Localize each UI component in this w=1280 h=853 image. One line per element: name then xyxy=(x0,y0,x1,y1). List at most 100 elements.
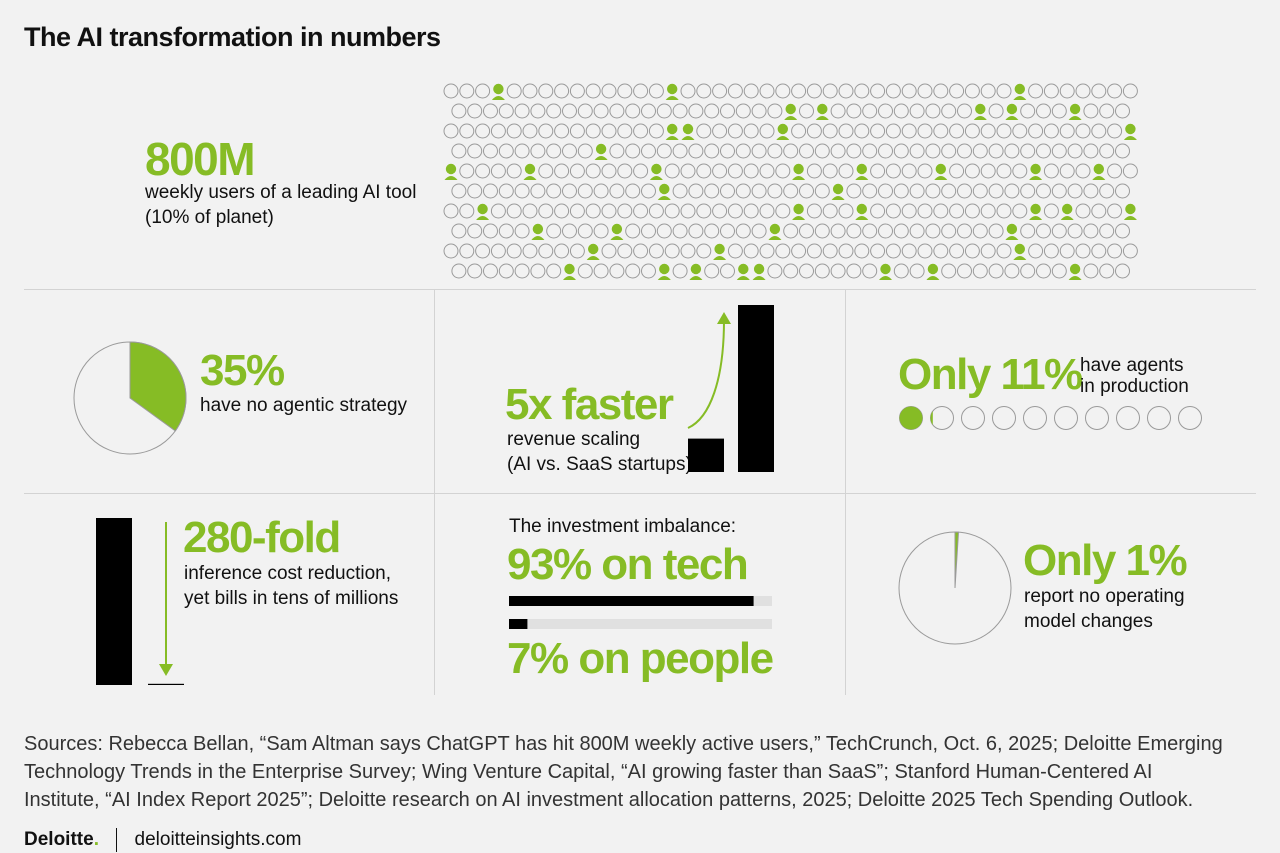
person-outline-icon xyxy=(949,203,965,219)
person-outline-icon xyxy=(862,223,878,239)
person-outline-icon xyxy=(451,143,467,159)
person-outline-icon xyxy=(1091,83,1107,99)
person-outline-icon xyxy=(893,143,909,159)
person-outline-icon xyxy=(830,143,846,159)
person-outline-icon xyxy=(870,83,886,99)
person-icon-head xyxy=(682,123,694,135)
person-icon-body xyxy=(1029,216,1043,220)
person-outline-icon xyxy=(1043,163,1059,179)
person-outline-icon xyxy=(751,103,767,119)
person-icon-body xyxy=(855,176,869,180)
person-outline-icon xyxy=(885,123,901,139)
person-outline-icon xyxy=(696,83,712,99)
footer-site-link[interactable]: deloitteinsights.com xyxy=(134,829,302,851)
person-outline-icon xyxy=(562,143,577,159)
person-icon-body xyxy=(1068,116,1082,120)
person-outline-icon xyxy=(514,103,530,119)
person-outline-icon xyxy=(459,123,475,139)
person-outline-icon xyxy=(988,103,1004,119)
person-outline-icon xyxy=(751,183,767,199)
person-icon-body xyxy=(1013,256,1027,260)
person-icon-head xyxy=(856,203,867,215)
person-icon-head xyxy=(769,223,781,235)
person-icon-head xyxy=(753,263,765,275)
person-icon-head xyxy=(935,163,946,175)
person-outline-icon xyxy=(1091,203,1107,219)
person-outline-icon xyxy=(720,263,735,279)
person-icon-head xyxy=(667,123,678,135)
person-outline-icon xyxy=(980,83,996,99)
person-outline-icon xyxy=(949,83,965,99)
footer: Deloitte. deloitteinsights.com xyxy=(24,828,301,852)
person-outline-icon xyxy=(601,83,617,99)
person-outline-icon xyxy=(949,163,965,179)
person-outline-icon xyxy=(996,163,1012,179)
person-outline-icon xyxy=(972,263,988,279)
inference-caption-line2: yet bills in tens of millions xyxy=(184,588,399,609)
person-outline-icon xyxy=(680,83,696,99)
person-icon-head xyxy=(588,243,599,255)
person-outline-icon xyxy=(704,143,720,159)
person-outline-icon xyxy=(451,223,467,239)
person-outline-icon xyxy=(996,243,1012,259)
person-icon-body xyxy=(831,196,845,200)
person-outline-icon xyxy=(538,243,554,259)
person-outline-icon xyxy=(585,163,601,179)
person-outline-icon xyxy=(593,183,609,199)
person-outline-icon xyxy=(1115,143,1130,159)
pie-slice-highlight xyxy=(129,341,187,432)
person-outline-icon xyxy=(656,223,672,239)
person-icon-body xyxy=(1029,176,1043,180)
person-outline-icon xyxy=(475,123,491,139)
divider-row2 xyxy=(24,493,1256,494)
person-outline-icon xyxy=(1036,143,1051,159)
person-icon-body xyxy=(1123,216,1137,220)
scale-dot xyxy=(1178,406,1202,430)
person-outline-icon xyxy=(451,263,467,279)
person-outline-icon xyxy=(648,83,664,99)
person-outline-icon xyxy=(925,103,941,119)
revenue-caption-line1: revenue scaling xyxy=(507,429,641,450)
person-icon-body xyxy=(523,176,537,180)
person-outline-icon xyxy=(601,203,617,219)
person-outline-icon xyxy=(1043,123,1059,139)
person-outline-icon xyxy=(901,243,917,259)
person-outline-icon xyxy=(1107,243,1123,259)
person-outline-icon xyxy=(522,243,538,259)
person-outline-icon xyxy=(822,123,838,139)
person-icon-head xyxy=(793,203,804,215)
person-outline-icon xyxy=(941,263,957,279)
person-icon-head xyxy=(651,163,662,175)
person-outline-icon xyxy=(941,183,957,199)
person-outline-icon xyxy=(1028,123,1044,139)
person-icon-head xyxy=(595,143,607,155)
person-icon-body xyxy=(855,216,869,220)
person-icon-head xyxy=(493,83,504,95)
person-icon-head xyxy=(975,103,986,115)
person-outline-icon xyxy=(727,203,743,219)
person-outline-icon xyxy=(783,223,799,239)
person-outline-icon xyxy=(791,123,807,139)
investment-track-people xyxy=(509,619,772,629)
person-outline-icon xyxy=(783,183,799,199)
person-outline-icon xyxy=(506,243,522,259)
footer-separator xyxy=(116,828,118,852)
person-outline-icon xyxy=(727,83,743,99)
person-outline-icon xyxy=(759,123,775,139)
person-outline-icon xyxy=(609,143,625,159)
person-outline-icon xyxy=(569,203,585,219)
person-outline-icon xyxy=(641,143,656,159)
person-outline-icon xyxy=(814,223,830,239)
person-outline-icon xyxy=(988,183,1004,199)
person-outline-icon xyxy=(925,223,941,239)
person-outline-icon xyxy=(664,203,680,219)
investment-heading: The investment imbalance: xyxy=(509,516,737,537)
person-outline-icon xyxy=(648,243,664,259)
person-outline-icon xyxy=(522,123,538,139)
person-outline-icon xyxy=(988,143,1004,159)
person-outline-icon xyxy=(783,263,799,279)
person-outline-icon xyxy=(743,83,759,99)
person-outline-icon xyxy=(862,103,878,119)
person-outline-icon xyxy=(617,163,633,179)
person-outline-icon xyxy=(546,183,562,199)
